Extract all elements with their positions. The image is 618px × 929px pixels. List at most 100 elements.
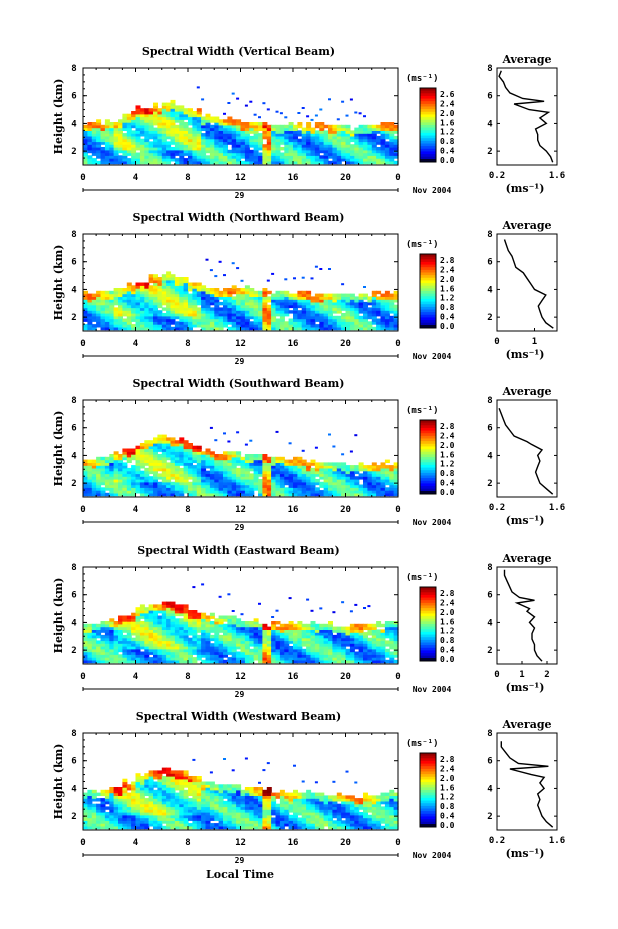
heatmap-cell: [301, 135, 307, 140]
heatmap-cell: [153, 637, 158, 642]
heatmap-cell: [258, 648, 263, 653]
heatmap-cell: [109, 459, 115, 463]
heatmap-cell: [170, 318, 176, 322]
heatmap-cell: [166, 456, 172, 461]
heatmap-cell: [293, 490, 298, 494]
heatmap-cell: [275, 659, 281, 664]
heatmap-cell: [341, 321, 347, 325]
heatmap-cell: [113, 290, 119, 295]
heatmap-cell: [236, 623, 242, 628]
heatmap-cell: [153, 443, 158, 447]
heatmap-cell: [113, 487, 119, 491]
heatmap-cell: [113, 155, 119, 159]
heatmap-cell: [358, 152, 364, 156]
heatmap-cell: [87, 301, 93, 306]
heatmap-cell: [188, 637, 193, 642]
heatmap-cell: [288, 640, 294, 644]
heatmap-cell: [367, 315, 373, 320]
heatmap-cell: [293, 479, 298, 483]
colorbar-segment: [420, 291, 436, 295]
heatmap-cell: [314, 147, 320, 151]
heatmap-cell: [209, 133, 215, 137]
heatmap-cell: [201, 618, 207, 622]
heatmap-cell: [148, 651, 154, 655]
heatmap-cell: [188, 481, 193, 486]
heatmap-cell: [118, 326, 123, 331]
y-tick-label: 4: [71, 285, 77, 295]
heatmap-cell: [376, 646, 382, 650]
heatmap-cell: [104, 476, 110, 480]
colorbar-segment: [420, 322, 436, 326]
heatmap-cell: [205, 454, 211, 458]
colorbar-segment: [420, 254, 436, 258]
heatmap-cell: [363, 626, 368, 630]
heatmap-cell: [122, 657, 128, 661]
heatmap-cell: [293, 459, 298, 463]
heatmap-cell: [188, 484, 193, 488]
heatmap-cell: [288, 160, 294, 165]
heatmap-cell: [314, 160, 320, 165]
heatmap-cell: [209, 130, 215, 134]
heatmap-cell: [218, 659, 224, 664]
heatmap-cell: [306, 637, 312, 642]
heatmap-cell: [166, 282, 172, 286]
heatmap-cell: [284, 465, 290, 469]
heatmap-cell: [244, 304, 250, 309]
heatmap-cell: [288, 149, 294, 154]
y-tick-label: 4: [71, 451, 77, 461]
heatmap-cell: [109, 127, 115, 131]
heatmap-cell: [126, 456, 132, 461]
heatmap-cell: [266, 490, 272, 494]
heatmap-cell: [126, 637, 132, 642]
heatmap-cell: [306, 648, 312, 653]
heatmap-cell: [87, 632, 93, 636]
heatmap-cell: [314, 299, 320, 303]
heatmap-cell: [249, 299, 255, 303]
heatmap-cell: [91, 492, 97, 497]
heatmap-cell: [223, 313, 228, 317]
heatmap-cell: [131, 152, 137, 156]
heatmap-cell: [157, 279, 163, 284]
heatmap-cell: [113, 459, 119, 463]
heatmap-cell: [148, 440, 154, 444]
heatmap-cell: [192, 623, 198, 628]
heatmap-cell: [371, 467, 377, 472]
heatmap-cell: [288, 623, 294, 628]
heatmap-cell: [306, 149, 312, 154]
heatmap-cell: [363, 648, 368, 653]
heatmap-cell: [354, 299, 360, 303]
heatmap-cell: [319, 321, 325, 325]
heatmap-cell: [288, 629, 294, 633]
heatmap-cell: [104, 299, 110, 303]
y-tick-label: 6: [71, 92, 76, 102]
heatmap-cell: [240, 288, 246, 292]
heatmap-cell: [223, 451, 228, 455]
heatmap-cell: [126, 127, 132, 131]
heatmap-cell: [218, 149, 224, 154]
heatmap-cell: [314, 307, 320, 311]
colorbar-frame: [419, 87, 437, 163]
heatmap-cell: [209, 459, 215, 463]
heatmap-cell: [389, 124, 395, 129]
heatmap-cell: [170, 141, 176, 145]
heatmap-cell: [301, 459, 307, 463]
heatmap-cell: [393, 487, 399, 491]
heatmap-cell: [91, 648, 97, 653]
heatmap-cell: [87, 659, 93, 664]
heatmap-cell: [153, 445, 158, 450]
heatmap-cell: [310, 470, 316, 475]
heatmap-cell: [301, 640, 307, 644]
heatmap-cell: [148, 479, 154, 483]
heatmap-cell: [376, 296, 382, 300]
colorbar-segment: [420, 156, 436, 160]
heatmap-cell: [275, 160, 281, 165]
heatmap-cell: [205, 135, 211, 140]
heatmap-cell: [174, 113, 180, 118]
heatmap-cell: [118, 456, 123, 461]
heatmap-cell: [214, 637, 220, 642]
heatmap-cell: [218, 321, 224, 325]
heatmap-cell: [122, 301, 128, 306]
heatmap-cell: [209, 269, 213, 272]
heatmap-cell: [201, 492, 207, 497]
heatmap-cell: [258, 632, 263, 636]
